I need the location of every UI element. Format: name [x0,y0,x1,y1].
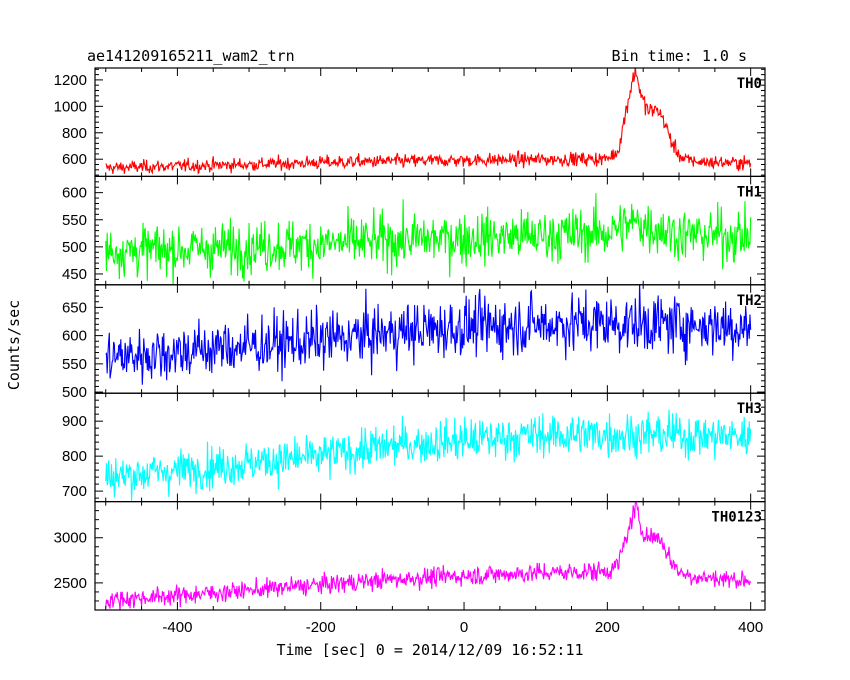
series-line-th0 [105,68,752,175]
y-tick-label: 550 [62,356,87,373]
y-tick-label: 550 [62,212,87,229]
y-tick-label: 500 [62,239,87,256]
panel-label-th0: TH0 [737,76,762,92]
y-tick-label: 600 [62,185,87,202]
y-tick-label: 3000 [54,530,87,547]
y-tick-label: 650 [62,299,87,316]
bin-time-label: Bin time: 1.0 s [612,47,747,65]
panel-label-th3: TH3 [737,401,762,417]
y-tick-label: 2500 [54,575,87,592]
x-tick-label: -200 [306,619,336,636]
y-tick-label: 700 [62,483,87,500]
y-tick-label: 450 [62,266,87,283]
y-tick-label: 800 [62,125,87,142]
y-tick-label: 600 [62,151,87,168]
series-line-th2 [105,284,752,385]
x-tick-label: 200 [595,619,620,636]
y-tick-label: 900 [62,413,87,430]
y-axis-label: Counts/sec [5,300,23,390]
panels-group: 600 800 1000 1200 TH0 450 500 550 600 TH1 500 550 60… [54,67,766,636]
panel-frame-th1 [94,175,766,286]
y-tick-label: 1200 [54,72,87,89]
panel-label-th0123: TH0123 [711,510,762,526]
y-tick-label: 1000 [54,98,87,115]
series-line-th3 [105,409,752,501]
y-tick-label: 600 [62,328,87,345]
x-tick-label: 0 [460,619,468,636]
x-axis-label: Time [sec] 0 = 2014/12/09 16:52:11 [276,641,583,659]
series-line-th1 [105,193,752,285]
series-line-th0123 [105,501,752,611]
x-tick-label: 400 [738,619,763,636]
figure-title: ae141209165211_wam2_trn [87,47,295,65]
panel-label-th1: TH1 [737,184,762,200]
y-tick-label: 800 [62,448,87,465]
y-tick-label: 500 [62,384,87,401]
panel-label-th2: TH2 [737,293,762,309]
x-tick-label: -400 [162,619,192,636]
